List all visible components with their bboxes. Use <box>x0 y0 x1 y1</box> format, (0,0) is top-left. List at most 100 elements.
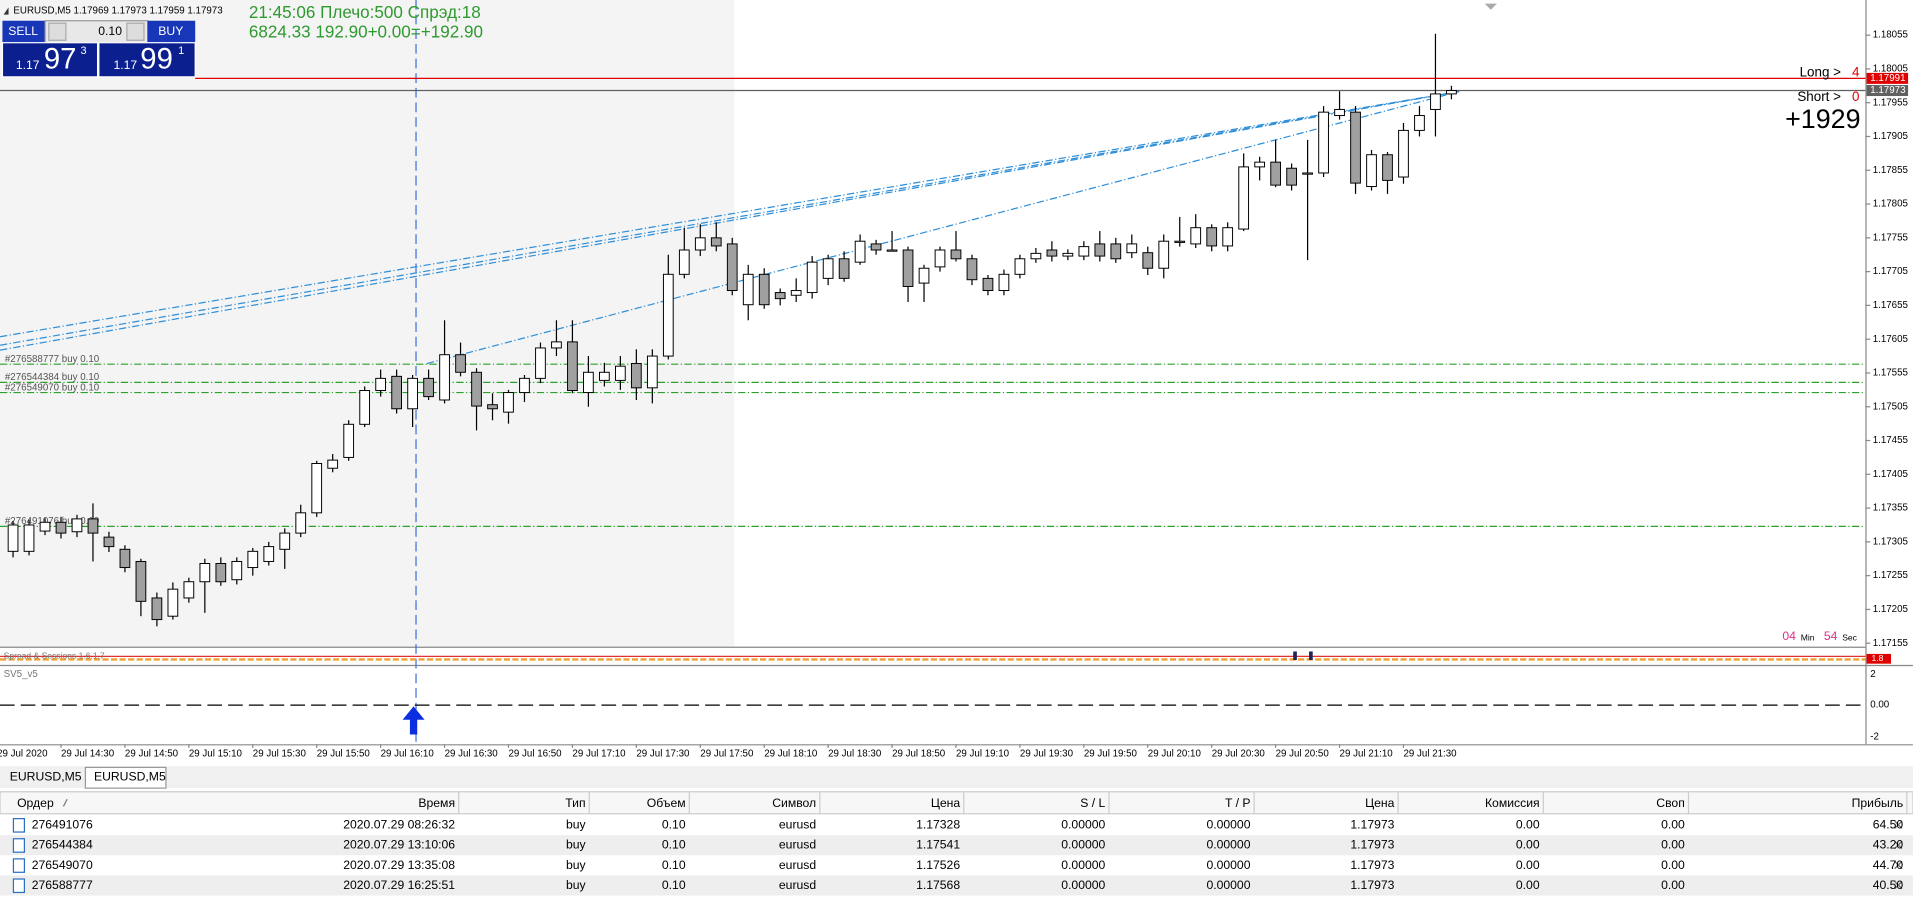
cell: 0.00000 <box>1061 858 1105 872</box>
candle-body <box>423 377 434 398</box>
candle-body <box>1350 111 1361 184</box>
column-header: Комиссия <box>1485 796 1540 810</box>
candle-body <box>1302 172 1313 175</box>
order-icon <box>12 878 26 894</box>
history-shade <box>0 0 735 647</box>
candle-body <box>535 347 546 379</box>
candle-body <box>263 546 275 562</box>
cell: 276544384 <box>32 838 93 852</box>
x-tick-label: 29 Jul 14:50 <box>125 749 179 760</box>
price-tag-label: 1.17973 <box>1870 85 1905 96</box>
spread-bar <box>1293 651 1297 661</box>
candle-body <box>519 377 530 394</box>
cell: 276549070 <box>32 858 93 872</box>
y-tick-label: 1.17955 <box>1873 97 1909 108</box>
candle-body <box>1174 240 1186 243</box>
candle-body <box>774 292 786 300</box>
cell: 43.20 <box>1873 838 1904 852</box>
candle-body <box>407 377 418 410</box>
candle-body <box>1238 166 1250 230</box>
lot-down[interactable] <box>48 22 67 41</box>
cell: 0.00000 <box>1061 838 1105 852</box>
close-icon[interactable] <box>1894 881 1903 890</box>
candle-body <box>1094 243 1106 257</box>
candle-body <box>55 521 67 534</box>
column-header: S / L <box>1080 796 1105 810</box>
sell-label[interactable]: SELL <box>8 24 38 38</box>
y-tick-label: 1.17205 <box>1873 604 1909 615</box>
candle-body <box>1318 111 1329 174</box>
bid-digits: 97 <box>44 43 77 76</box>
info-line: 21:45:06 Плечо:500 Спрэд:18 <box>249 3 481 22</box>
candle-body <box>199 563 211 583</box>
long-label: Long > <box>1800 65 1842 80</box>
cell: 2020.07.29 08:26:32 <box>343 818 455 832</box>
bid-box[interactable] <box>1 42 99 78</box>
cell: 0.00 <box>1661 858 1685 872</box>
cell: 2020.07.29 13:35:08 <box>343 858 455 872</box>
candle-body <box>551 341 562 349</box>
candle-body <box>1126 243 1138 254</box>
lot-up[interactable] <box>126 22 145 41</box>
column-header: T / P <box>1225 796 1251 810</box>
price-tag-label: 1.17991 <box>1870 73 1905 84</box>
x-tick-label: 29 Jul 16:50 <box>508 749 562 760</box>
column-header: Объем <box>647 796 686 810</box>
cell: 0.00 <box>1661 838 1685 852</box>
column-header: Своп <box>1656 796 1685 810</box>
candle-body <box>327 459 339 469</box>
candle-body <box>615 365 626 381</box>
active-tab[interactable] <box>84 766 167 789</box>
candle-body <box>934 249 946 268</box>
candle-body <box>902 249 914 287</box>
candle-body <box>1430 93 1441 110</box>
close-icon[interactable] <box>1894 860 1903 870</box>
candle-body <box>646 355 658 389</box>
buy-label[interactable]: BUY <box>158 24 183 38</box>
candle-body <box>998 273 1010 292</box>
trade-lines <box>0 90 1460 365</box>
x-tick-label: 29 Jul 21:30 <box>1403 749 1457 760</box>
cell: eurusd <box>779 818 816 832</box>
candle-body <box>215 563 227 583</box>
bid-pip: 3 <box>81 45 87 57</box>
sell-button[interactable] <box>2 20 46 43</box>
buy-button[interactable] <box>147 20 196 43</box>
x-tick-label: 29 Jul 14:30 <box>61 749 115 760</box>
lot-value[interactable]: 0.10 <box>98 24 122 38</box>
timer-unit: Sec <box>1842 632 1857 642</box>
x-tick-label: 29 Jul 16:10 <box>381 749 435 760</box>
y-tick-label: 1.17755 <box>1873 232 1909 243</box>
candle-body <box>1414 115 1425 131</box>
candle-body <box>1062 252 1074 257</box>
cell: 0.00000 <box>1206 878 1250 892</box>
order-icon <box>12 858 26 873</box>
ask-box[interactable] <box>98 42 196 78</box>
timer-unit: Min <box>1801 632 1815 642</box>
tab[interactable]: EURUSD,M5 <box>10 769 82 783</box>
candle-body <box>151 597 163 621</box>
cell: eurusd <box>779 838 816 852</box>
candle-body <box>870 243 882 251</box>
candle-body <box>950 249 962 260</box>
cell: 1.17973 <box>1350 878 1394 892</box>
close-icon[interactable] <box>1894 820 1903 829</box>
candle-body <box>1206 227 1218 247</box>
x-tick-label: 29 Jul 18:30 <box>828 749 882 760</box>
tab[interactable]: EURUSD,M5 <box>94 769 166 783</box>
cell: 64.50 <box>1873 818 1904 832</box>
short-count: 0 <box>1852 89 1859 104</box>
price-tag <box>1866 72 1909 84</box>
cell: 276491076 <box>32 818 93 832</box>
y-tick-label: 1.17555 <box>1873 368 1909 379</box>
candle-body <box>455 354 466 373</box>
candle-body <box>311 463 323 514</box>
y-tick-label: 1.17305 <box>1873 536 1909 547</box>
candle-body <box>487 404 498 410</box>
long-count: 4 <box>1852 65 1860 80</box>
timer-min: 04 <box>1782 629 1796 643</box>
close-icon[interactable] <box>1894 840 1903 849</box>
indicator-tick: 2 <box>1870 669 1875 680</box>
